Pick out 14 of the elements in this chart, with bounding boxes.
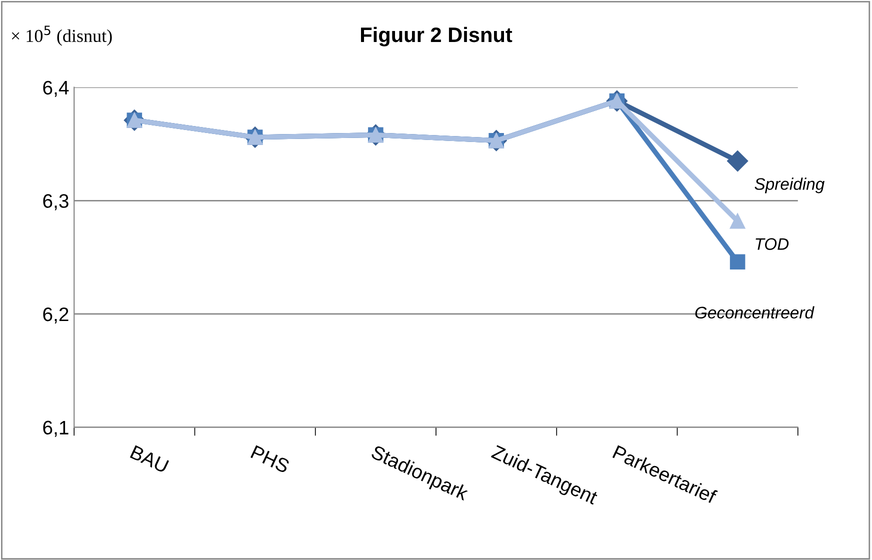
x-tick-label: PHS (250, 445, 290, 474)
chart-title: Figuur 2 Disnut (361, 26, 512, 46)
series-label: Spreiding (754, 178, 825, 194)
text: Geconcentreerd (695, 306, 814, 319)
series-label: TOD (756, 238, 789, 250)
point (727, 150, 748, 172)
y-tick-label: 6,3 (43, 194, 68, 210)
x-tick-label: BAU (130, 445, 170, 474)
point (730, 213, 746, 229)
point (730, 254, 746, 270)
y-tick-label: 6,2 (43, 307, 68, 324)
y-axis-title: × 10$^{5}$ (disnut) (12, 26, 112, 46)
y-tick-label: 6,1 (43, 420, 68, 437)
y-tick-label: 6,4 (43, 80, 69, 97)
